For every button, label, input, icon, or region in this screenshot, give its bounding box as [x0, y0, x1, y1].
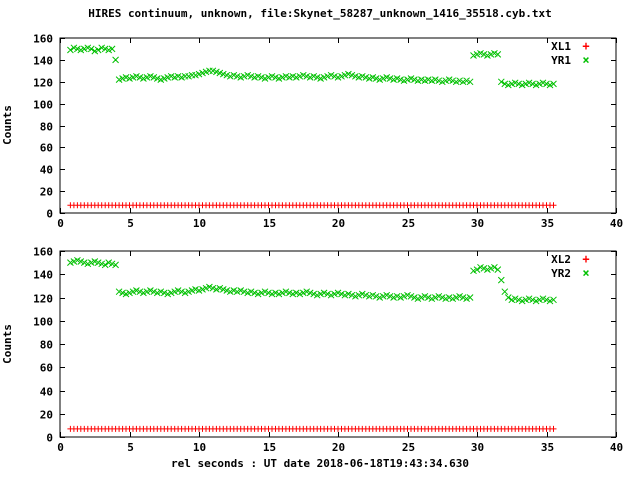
- svg-text:35: 35: [541, 217, 554, 230]
- plus-marker-icon: +: [582, 252, 590, 266]
- y-axis-label-top: Counts: [1, 105, 14, 145]
- svg-text:0: 0: [57, 441, 64, 454]
- legend-top-panel: XL1 + YR1 ×: [551, 39, 592, 67]
- legend-label-xl1: XL1: [551, 40, 571, 53]
- svg-text:120: 120: [33, 77, 53, 90]
- svg-text:30: 30: [471, 217, 484, 230]
- svg-text:160: 160: [33, 246, 53, 259]
- legend-item-xl1: XL1 +: [551, 39, 592, 53]
- legend-label-yr1: YR1: [551, 54, 571, 67]
- svg-text:0: 0: [57, 217, 64, 230]
- svg-text:25: 25: [402, 217, 415, 230]
- svg-text:140: 140: [33, 269, 53, 282]
- svg-text:80: 80: [40, 121, 53, 134]
- svg-text:40: 40: [40, 386, 53, 399]
- svg-text:5: 5: [127, 217, 134, 230]
- legend-label-xl2: XL2: [551, 253, 571, 266]
- cross-marker-icon: ×: [582, 266, 590, 280]
- svg-text:20: 20: [332, 217, 345, 230]
- svg-text:25: 25: [402, 441, 415, 454]
- svg-text:40: 40: [610, 441, 623, 454]
- svg-text:10: 10: [193, 441, 206, 454]
- svg-text:120: 120: [33, 293, 53, 306]
- svg-text:20: 20: [40, 186, 53, 199]
- svg-text:15: 15: [263, 217, 276, 230]
- svg-text:20: 20: [40, 409, 53, 422]
- legend-label-yr2: YR2: [551, 267, 571, 280]
- plot-title: HIRES continuum, unknown, file:Skynet_58…: [88, 7, 552, 20]
- svg-text:15: 15: [263, 441, 276, 454]
- svg-text:20: 20: [332, 441, 345, 454]
- svg-text:5: 5: [127, 441, 134, 454]
- svg-text:80: 80: [40, 339, 53, 352]
- svg-text:100: 100: [33, 316, 53, 329]
- svg-text:10: 10: [193, 217, 206, 230]
- cross-marker-icon: ×: [582, 53, 590, 67]
- legend-bottom-panel: XL2 + YR2 ×: [551, 252, 592, 280]
- legend-item-yr1: YR1 ×: [551, 53, 592, 67]
- svg-text:100: 100: [33, 99, 53, 112]
- legend-item-xl2: XL2 +: [551, 252, 592, 266]
- svg-text:30: 30: [471, 441, 484, 454]
- svg-text:60: 60: [40, 362, 53, 375]
- legend-item-yr2: YR2 ×: [551, 266, 592, 280]
- svg-text:60: 60: [40, 142, 53, 155]
- svg-text:160: 160: [33, 33, 53, 46]
- x-axis-label: rel seconds : UT date 2018-06-18T19:43:3…: [170, 457, 469, 470]
- svg-text:35: 35: [541, 441, 554, 454]
- svg-text:0: 0: [46, 208, 53, 221]
- svg-text:0: 0: [46, 432, 53, 445]
- svg-text:40: 40: [610, 217, 623, 230]
- svg-text:40: 40: [40, 164, 53, 177]
- svg-text:140: 140: [33, 55, 53, 68]
- plus-marker-icon: +: [582, 39, 590, 53]
- y-axis-label-bottom: Counts: [1, 324, 14, 364]
